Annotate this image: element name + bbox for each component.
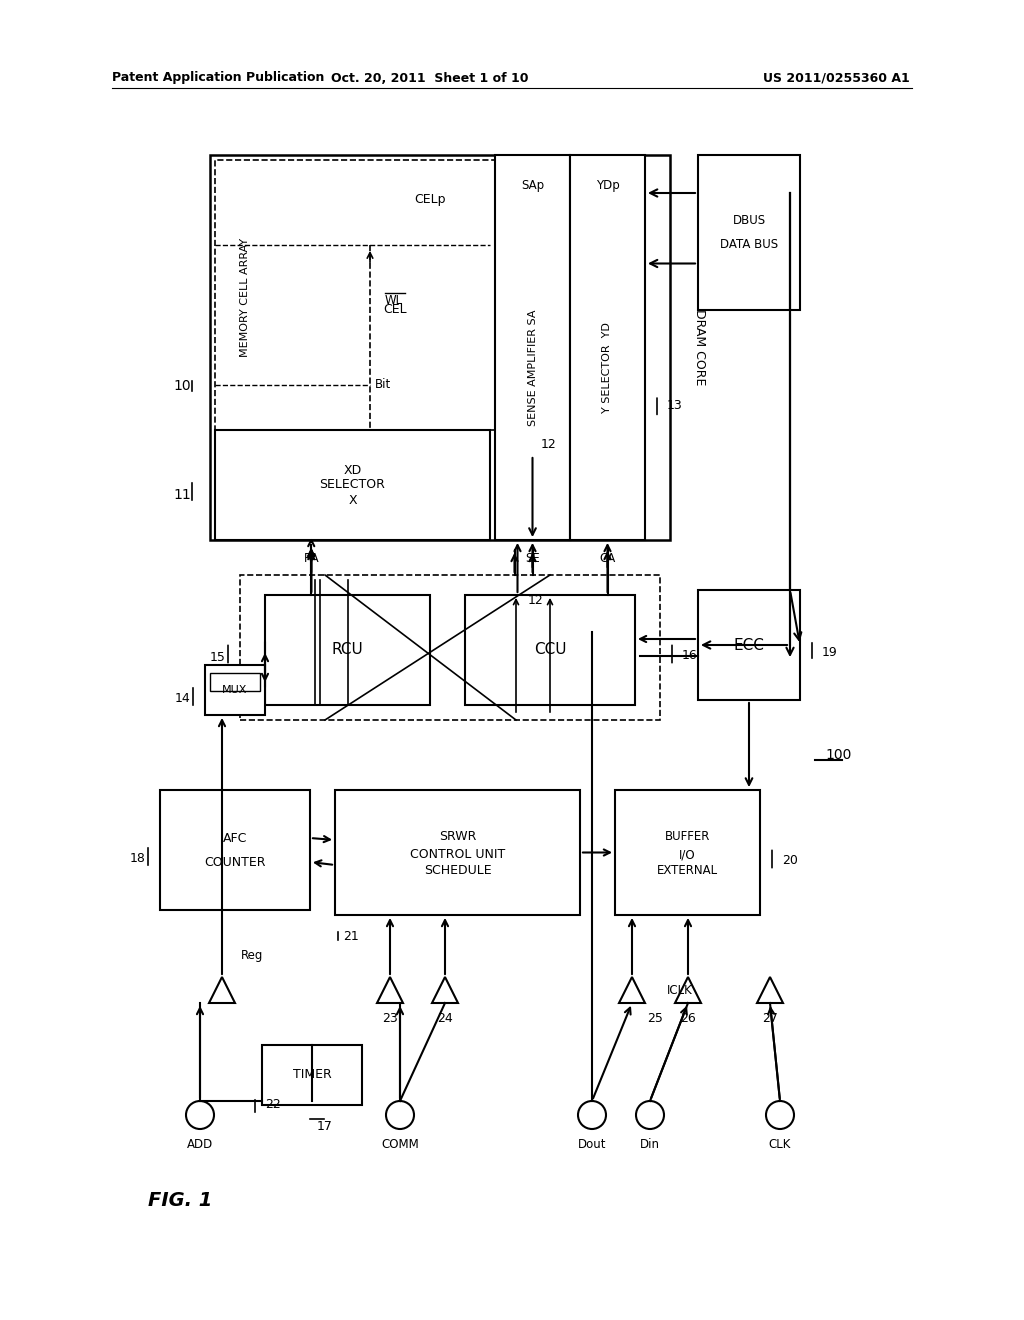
Text: CONTROL UNIT: CONTROL UNIT: [410, 847, 505, 861]
Text: WL: WL: [385, 293, 403, 306]
Text: Oct. 20, 2011  Sheet 1 of 10: Oct. 20, 2011 Sheet 1 of 10: [331, 71, 528, 84]
Text: AFC: AFC: [223, 832, 247, 845]
Text: MUX: MUX: [222, 685, 248, 696]
Bar: [570, 154, 645, 540]
Text: TIMER: TIMER: [293, 1068, 332, 1081]
Text: 11: 11: [173, 488, 190, 502]
Text: Patent Application Publication: Patent Application Publication: [112, 71, 325, 84]
Text: SAp: SAp: [521, 178, 544, 191]
Bar: [210, 154, 670, 540]
Text: COUNTER: COUNTER: [204, 855, 266, 869]
Text: Y SELECTOR  YD: Y SELECTOR YD: [602, 322, 612, 413]
Text: Bit: Bit: [375, 379, 391, 392]
Text: RA: RA: [303, 552, 319, 565]
Bar: [262, 1045, 362, 1105]
Text: Reg: Reg: [241, 949, 263, 961]
Text: RCU: RCU: [332, 643, 364, 657]
Bar: [495, 154, 570, 540]
Text: BUFFER: BUFFER: [665, 830, 711, 843]
Text: CLK: CLK: [769, 1138, 792, 1151]
Text: 20: 20: [782, 854, 798, 867]
Text: CA: CA: [599, 552, 615, 565]
Text: ICLK: ICLK: [667, 983, 693, 997]
Text: YDp: YDp: [596, 178, 620, 191]
Bar: [265, 595, 430, 705]
Text: Din: Din: [640, 1138, 660, 1151]
Text: 10: 10: [173, 379, 190, 393]
Text: EXTERNAL: EXTERNAL: [657, 865, 718, 876]
Text: 27: 27: [762, 1011, 778, 1024]
Text: 15: 15: [210, 651, 226, 664]
Text: DATA BUS: DATA BUS: [720, 238, 778, 251]
Text: SE: SE: [525, 552, 540, 565]
Bar: [698, 154, 800, 310]
Text: SELECTOR: SELECTOR: [319, 479, 385, 491]
Text: DRAM CORE: DRAM CORE: [693, 309, 707, 385]
Bar: [205, 665, 265, 715]
Text: 26: 26: [680, 1011, 696, 1024]
Text: 23: 23: [382, 1011, 398, 1024]
Bar: [210, 673, 260, 690]
Bar: [335, 789, 580, 915]
Text: 25: 25: [647, 1011, 663, 1024]
Text: 17: 17: [317, 1121, 333, 1134]
Bar: [465, 595, 635, 705]
Text: 19: 19: [822, 647, 838, 660]
Text: 18: 18: [130, 851, 146, 865]
Text: MEMORY CELL ARRAY: MEMORY CELL ARRAY: [240, 238, 250, 358]
Text: 14: 14: [175, 692, 190, 705]
Text: 12: 12: [527, 594, 544, 606]
Text: DBUS: DBUS: [732, 214, 766, 227]
Bar: [160, 789, 310, 909]
Bar: [240, 576, 660, 719]
Text: CCU: CCU: [534, 643, 566, 657]
Text: 22: 22: [265, 1098, 281, 1111]
Text: COMM: COMM: [381, 1138, 419, 1151]
Text: CELp: CELp: [415, 194, 445, 206]
Text: X: X: [348, 494, 356, 507]
Bar: [215, 430, 490, 540]
Text: Dout: Dout: [578, 1138, 606, 1151]
Text: US 2011/0255360 A1: US 2011/0255360 A1: [763, 71, 910, 84]
Text: SENSE AMPLIFIER SA: SENSE AMPLIFIER SA: [527, 309, 538, 426]
Text: 100: 100: [825, 748, 851, 762]
Bar: [215, 160, 495, 430]
Text: XD: XD: [343, 463, 361, 477]
Text: SRWR: SRWR: [439, 830, 476, 843]
Text: 21: 21: [343, 931, 358, 944]
Bar: [698, 590, 800, 700]
Text: SCHEDULE: SCHEDULE: [424, 865, 492, 876]
Bar: [615, 789, 760, 915]
Text: CEL: CEL: [383, 304, 407, 317]
Text: 12: 12: [541, 438, 556, 451]
Text: 16: 16: [682, 649, 697, 663]
Text: I/O: I/O: [679, 847, 696, 861]
Text: FIG. 1: FIG. 1: [148, 1191, 212, 1209]
Text: ECC: ECC: [733, 638, 765, 652]
Text: 24: 24: [437, 1011, 453, 1024]
Text: 13: 13: [667, 399, 683, 412]
Text: ADD: ADD: [186, 1138, 213, 1151]
